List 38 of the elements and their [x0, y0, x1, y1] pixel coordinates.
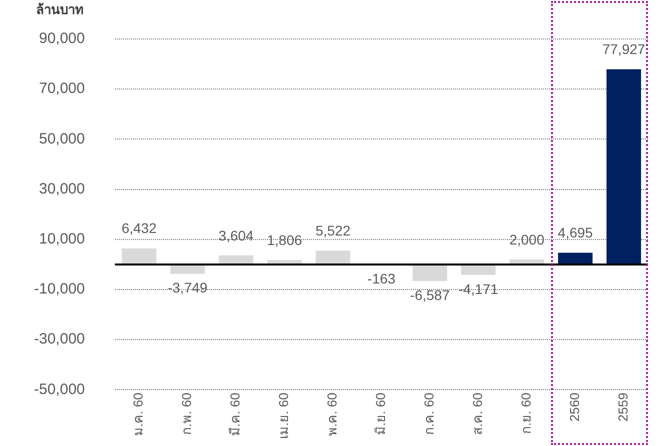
data-label: 2,000: [509, 231, 545, 248]
bar: [606, 69, 642, 264]
x-tick-label: ก.พ. 60: [179, 392, 194, 435]
x-tick-label: พ.ค. 60: [324, 392, 340, 436]
data-label: -6,587: [410, 286, 450, 303]
data-label: -163: [367, 270, 396, 287]
y-tick-label: 70,000: [38, 80, 85, 98]
x-tick-label: มี.ค. 60: [228, 392, 243, 436]
data-label: 4,695: [558, 224, 594, 241]
x-tick-label: ก.ค. 60: [421, 392, 436, 435]
x-tick-label: มิ.ย. 60: [373, 392, 388, 435]
data-label: 3,604: [218, 227, 254, 244]
bar: [170, 264, 205, 274]
x-tick-label: ม.ค. 60: [130, 392, 146, 436]
bar: [461, 264, 496, 275]
data-label: -4,171: [458, 280, 498, 297]
data-label: -3,749: [168, 280, 208, 296]
bar: [412, 264, 448, 281]
data-label: 5,522: [315, 222, 351, 238]
y-tick-label: 90,000: [38, 30, 85, 48]
y-tick-label: -30,000: [34, 330, 85, 348]
bar: [558, 252, 593, 264]
bar: [316, 250, 350, 264]
y-tick-label: -10,000: [34, 280, 85, 298]
y-tick-label: 30,000: [38, 180, 85, 198]
data-label: 77,927: [602, 41, 646, 58]
y-tick-label: 10,000: [38, 230, 85, 248]
y-tick-label: 50,000: [38, 130, 85, 148]
data-label: 6,432: [122, 220, 157, 236]
x-tick-label: ก.ย. 60: [518, 392, 534, 434]
bar: [122, 248, 156, 264]
y-tick-label: -50,000: [34, 380, 85, 398]
data-label: 1,806: [266, 232, 302, 248]
x-tick-label: ส.ค. 60: [470, 392, 485, 435]
x-tick-label: 2560: [566, 392, 582, 422]
y-axis-title: ล้านบาท: [36, 2, 84, 18]
x-tick-label: 2559: [615, 392, 630, 422]
x-tick-label: เม.ย. 60: [276, 392, 292, 439]
